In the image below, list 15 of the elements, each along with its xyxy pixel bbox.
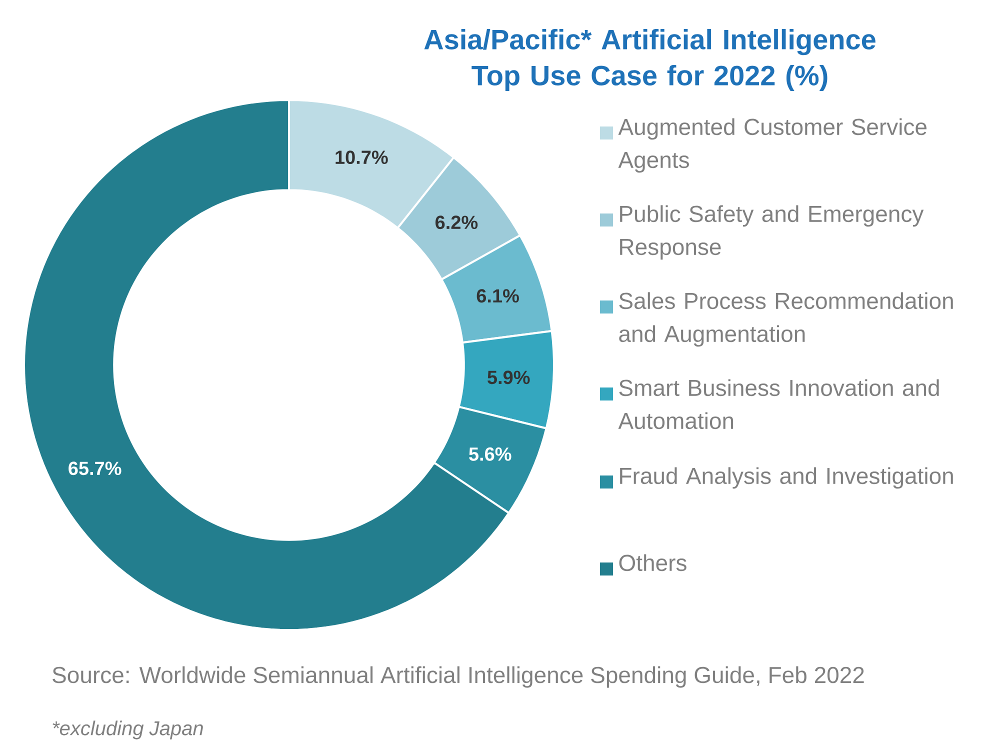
legend-label: Sales Process Recommendation and Augmentation xyxy=(619,292,953,347)
data-label: 5.9% xyxy=(488,370,530,384)
legend-label: Others xyxy=(619,554,686,572)
data-label: 5.6% xyxy=(469,447,512,461)
data-label: 10.7% xyxy=(336,150,388,164)
text: *excluding Japan xyxy=(52,720,203,740)
legend-label: Smart Business Innovation and Automation xyxy=(618,379,939,430)
data-label: 6.1% xyxy=(476,289,519,303)
data-label: 6.2% xyxy=(436,216,478,230)
legend-label: Public Safety and Emergency Response xyxy=(620,205,924,260)
chart-title: Asia/Pacific* Artificial Intelligence Top Use Case for 2022 (%) xyxy=(424,28,876,92)
source-note: Source: Worldwide Semiannual Artificial Intelligence Spending Guide, Feb 2022 xyxy=(52,666,864,688)
legend-label: Fraud Analysis and Investigation xyxy=(620,467,953,489)
legend-label: Augmented Customer Service Agents xyxy=(618,118,927,173)
data-label: 65.7% xyxy=(68,462,122,476)
